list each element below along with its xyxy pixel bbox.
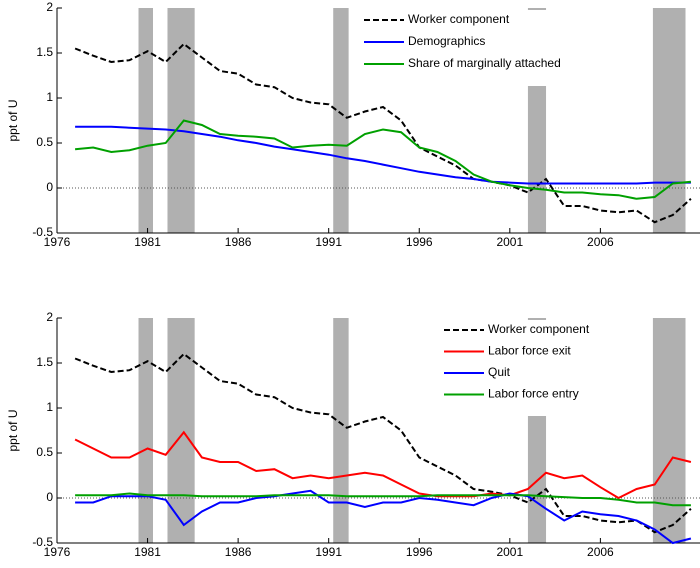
x-tick-label: 1986: [225, 235, 252, 249]
series-line: [75, 119, 691, 200]
x-tick-label: 1981: [134, 545, 161, 559]
series-line: [74, 352, 692, 534]
y-tick-label: 0.5: [36, 445, 53, 459]
series-line: [75, 489, 692, 545]
y-tick-label: 0.5: [36, 135, 53, 149]
shaded-period: [652, 8, 686, 233]
x-tick-label: 1986: [225, 545, 252, 559]
legend-label: Demographics: [408, 34, 485, 48]
x-tick-label: 2006: [587, 235, 614, 249]
x-tick-label: 2001: [496, 235, 523, 249]
y-tick-label: -0.5: [32, 535, 53, 549]
x-tick-label: 1981: [134, 235, 161, 249]
x-tick-label: 1991: [315, 545, 342, 559]
x-tick-label: 1996: [406, 235, 433, 249]
shaded-period: [138, 318, 153, 543]
y-tick-label: 0: [46, 180, 53, 194]
shaded-period: [167, 8, 195, 233]
y-tick-label: 1: [46, 400, 53, 414]
x-tick-label: 1996: [406, 545, 433, 559]
x-tick-label: 1976: [44, 545, 71, 559]
x-tick-label: 2001: [496, 545, 523, 559]
y-axis-label: ppt of U: [6, 409, 20, 451]
x-tick-label: 1976: [44, 235, 71, 249]
shaded-period: [652, 318, 686, 543]
y-tick-label: 1.5: [36, 355, 53, 369]
legend-label: Share of marginally attached: [408, 56, 561, 70]
y-axis-label: ppt of U: [6, 99, 20, 141]
legend-label: Labor force entry: [488, 387, 579, 401]
legend-box: [440, 320, 630, 416]
legend-box: [360, 10, 550, 86]
legend-label: Worker component: [408, 12, 510, 26]
y-tick-label: 0: [46, 490, 53, 504]
series-line: [74, 430, 692, 500]
series-line: [75, 125, 691, 185]
y-tick-label: 1.5: [36, 45, 53, 59]
series-line: [75, 492, 691, 507]
shaded-period: [333, 318, 349, 543]
y-tick-label: 2: [46, 310, 53, 324]
y-tick-label: 1: [46, 90, 53, 104]
y-tick-label: 2: [46, 0, 53, 14]
x-tick-label: 1991: [315, 235, 342, 249]
shaded-period: [333, 8, 349, 233]
x-tick-label: 2006: [587, 545, 614, 559]
series-line: [74, 42, 692, 224]
legend-label: Labor force exit: [488, 344, 571, 358]
legend-label: Quit: [488, 365, 511, 379]
legend-label: Worker component: [488, 322, 590, 336]
y-tick-label: -0.5: [32, 225, 53, 239]
shaded-period: [138, 8, 153, 233]
